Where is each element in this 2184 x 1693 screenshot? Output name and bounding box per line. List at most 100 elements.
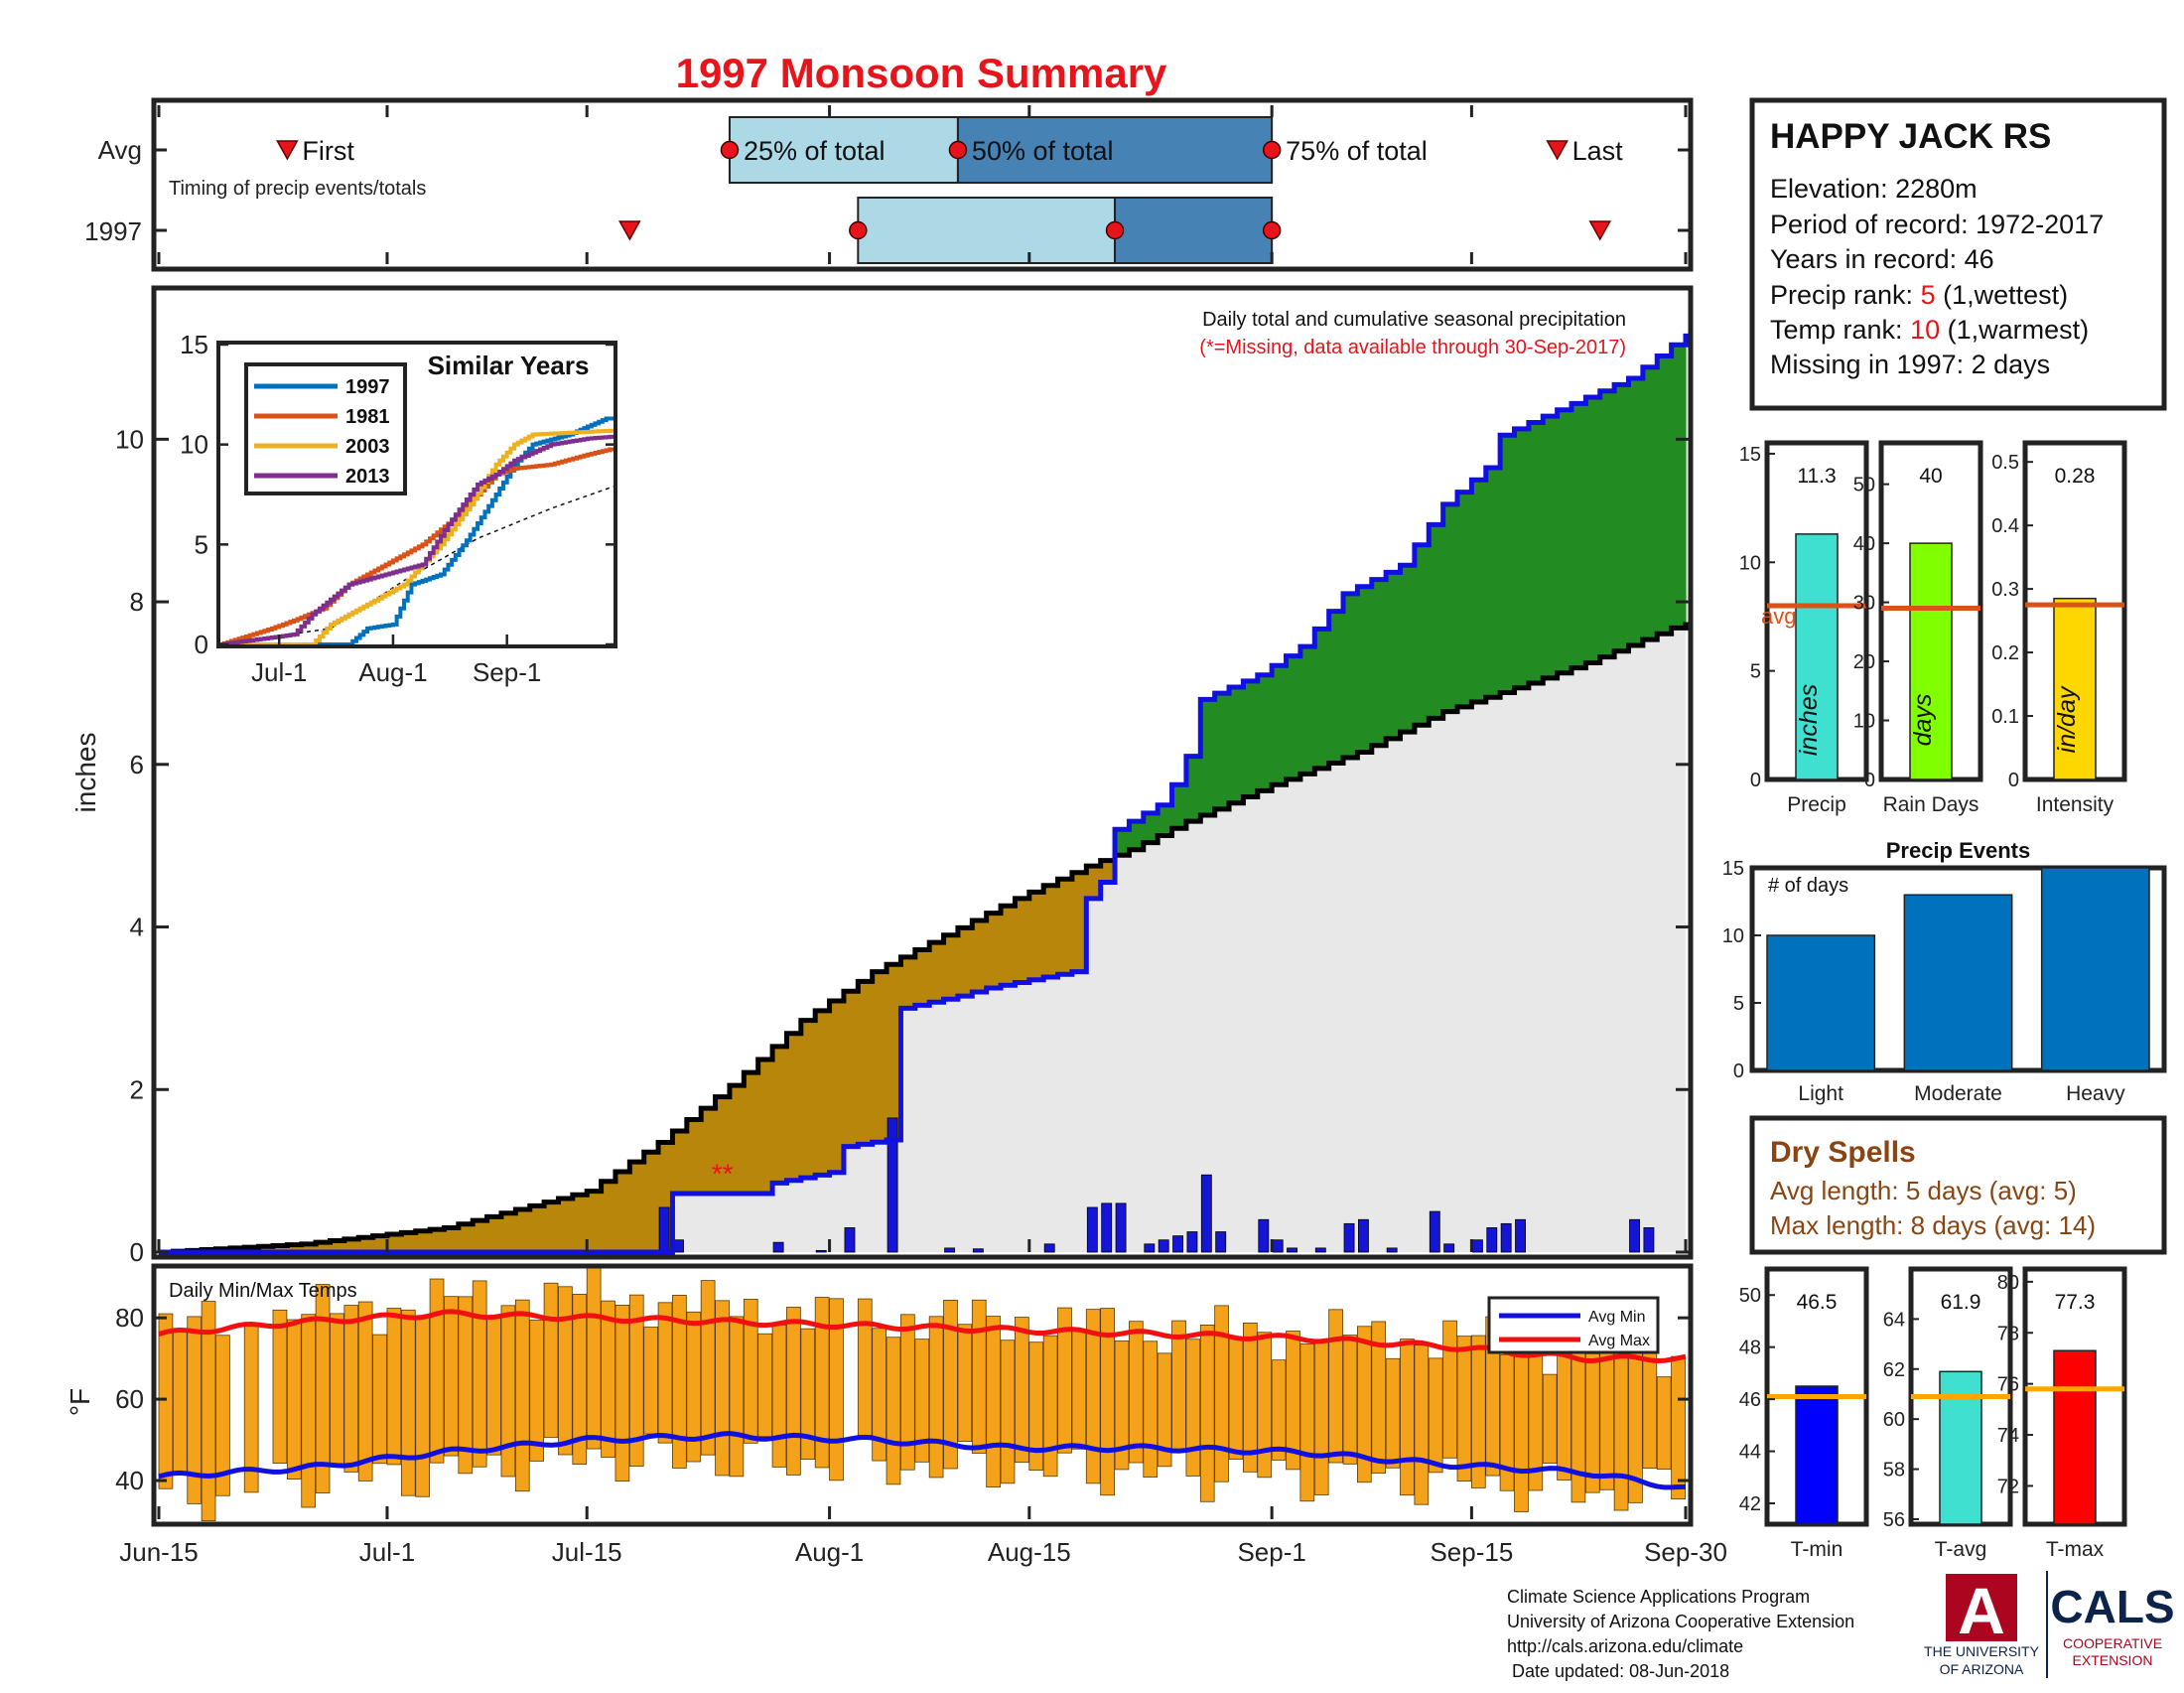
summary-category-label: Intensity — [2036, 793, 2115, 816]
daily-temp-bar — [1514, 1346, 1529, 1512]
temp-ytick-label: 40 — [115, 1466, 144, 1495]
daily-temp-bar — [1185, 1339, 1201, 1477]
daily-temp-bar — [1371, 1321, 1387, 1475]
daily-temp-bar — [743, 1299, 758, 1444]
temp-summary-panels: 42 44 46 48 50 46.5 T-min 56 58 60 62 64 61.9 T-avg 72… — [1739, 1266, 2127, 1561]
summary-ytick-label: 5 — [1750, 661, 1761, 683]
daily-temp-bar — [1286, 1331, 1300, 1471]
timing-caption: Timing of precip events/totals — [169, 178, 426, 200]
timing-first-label: First — [302, 136, 354, 166]
summary-ytick-label: 80 — [1997, 1272, 2019, 1294]
inset-xtick-label: Aug-1 — [358, 657, 427, 687]
deficit-area-segment — [744, 1072, 759, 1195]
summary-value-bar — [1909, 542, 1953, 780]
summary-ytick-label: 78 — [1997, 1323, 2019, 1344]
daily-temp-bar — [158, 1313, 174, 1489]
deficit-area-segment — [786, 1033, 802, 1181]
ua-logo-block — [1946, 1574, 2017, 1641]
date-axis-label: Jul-1 — [359, 1537, 415, 1567]
daily-temp-bar — [1613, 1348, 1629, 1511]
inset-title: Similar Years — [428, 351, 590, 380]
daily-temp-bar — [1015, 1317, 1029, 1464]
events-bar-moderate — [1903, 894, 2013, 1071]
surplus-area-segment — [1642, 366, 1658, 640]
inset-legend-label: 2013 — [345, 466, 390, 488]
summary-unit-label: inches — [1795, 684, 1823, 756]
date-axis-label: Jul-15 — [552, 1537, 622, 1567]
station-temp-rank: Temp rank: 10 (1,warmest) — [1770, 315, 2089, 345]
summary-ytick-label: 74 — [1997, 1425, 2019, 1447]
temp-chart-ylabel: °F — [65, 1388, 95, 1416]
daily-temp-bar — [1299, 1343, 1315, 1502]
deficit-area-segment — [601, 1181, 616, 1252]
daily-temp-bar — [1456, 1336, 1472, 1481]
deficit-area-segment — [757, 1058, 773, 1195]
deficit-area-segment — [729, 1085, 745, 1195]
timing-year-last-marker — [1588, 220, 1612, 241]
summary-ytick-label: 48 — [1739, 1338, 1761, 1359]
station-precip-rank: Precip rank: 5 (1,wettest) — [1770, 280, 2068, 310]
surplus-area-segment — [1557, 409, 1572, 673]
daily-temp-bar — [715, 1300, 730, 1477]
surplus-area-segment — [1257, 674, 1273, 791]
surplus-area-segment — [1599, 390, 1615, 657]
summary-ytick-label: 72 — [1997, 1476, 2019, 1497]
daily-precip-bar — [887, 1117, 898, 1253]
summary-panel-rain-days: 0 10 20 30 40 50 40 Rain Days days — [1853, 440, 1983, 816]
deficit-area-segment — [1100, 860, 1116, 883]
surplus-area-segment — [1357, 586, 1373, 753]
daily-temp-bar — [514, 1299, 530, 1492]
surplus-area-segment — [1543, 416, 1559, 678]
deficit-area-segment — [287, 1244, 303, 1252]
surplus-area-segment — [1671, 345, 1687, 629]
daily-temp-bar — [343, 1305, 359, 1473]
daily-temp-bar — [643, 1327, 658, 1435]
daily-precip-bar — [1629, 1218, 1640, 1253]
surplus-area-segment — [1614, 384, 1630, 651]
timing-year-q25-q50-box — [857, 197, 1117, 264]
summary-ytick-label: 10 — [1853, 711, 1875, 733]
deficit-area-segment — [372, 1235, 388, 1252]
daily-precip-bar — [1314, 1247, 1326, 1253]
temp-legend: Avg Min Avg Max — [1487, 1296, 1660, 1354]
summary-value-bar — [1795, 533, 1839, 780]
main-ytick-label: 4 — [130, 913, 144, 942]
daily-temp-bar — [1129, 1321, 1144, 1464]
main-chart-frame — [151, 285, 1694, 1260]
deficit-area-segment — [1001, 906, 1017, 986]
daily-temp-bar — [386, 1308, 402, 1466]
daily-temp-bar — [1342, 1335, 1358, 1465]
surplus-area-segment — [1485, 468, 1501, 698]
summary-ytick-label: 58 — [1883, 1460, 1905, 1481]
summary-ytick-label: 62 — [1883, 1359, 1905, 1381]
footer-line-4: Date updated: 08-Jun-2018 — [1507, 1661, 1729, 1681]
daily-temp-bar — [1114, 1340, 1130, 1471]
daily-precip-bar — [658, 1206, 670, 1253]
daily-precip-bar — [1186, 1231, 1198, 1253]
inset-series-2003 — [220, 428, 615, 646]
surplus-area-segment — [1371, 579, 1387, 746]
daily-precip-bar — [1471, 1239, 1483, 1253]
daily-temp-bar — [1042, 1335, 1058, 1478]
daily-precip-bar — [1343, 1222, 1355, 1253]
daily-precip-bar — [944, 1247, 956, 1253]
timing-avg-q50-q75-box — [956, 116, 1274, 184]
daily-temp-bar — [700, 1280, 716, 1456]
missing-data-marker: ** — [712, 1158, 734, 1189]
year-cumulative-line — [159, 333, 1689, 1255]
deficit-area-segment — [558, 1198, 574, 1252]
surplus-area-segment — [1386, 572, 1402, 739]
surplus-area-segment — [1585, 397, 1601, 663]
daily-temp-bar — [1584, 1352, 1600, 1493]
inset-legend-label: 1997 — [345, 376, 390, 398]
daily-temp-bar — [771, 1324, 787, 1468]
daily-temp-bar — [1271, 1359, 1287, 1461]
main-ytick-label: 6 — [130, 750, 144, 779]
surplus-area-segment — [1129, 821, 1145, 850]
precip-events-panel: Precip Events # of days Light Moderate Heavy… — [1722, 838, 2167, 1105]
daily-temp-bar — [1557, 1341, 1571, 1481]
daily-temp-bar — [1057, 1307, 1072, 1454]
summary-value-label: 61.9 — [1941, 1291, 1981, 1314]
figure-title: 1997 Monsoon Summary — [676, 50, 1167, 96]
